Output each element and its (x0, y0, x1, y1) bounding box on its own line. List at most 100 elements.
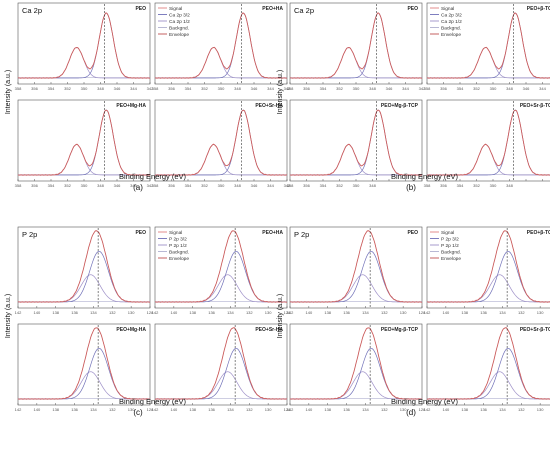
x-tick-label: 352 (201, 86, 208, 91)
chart-group-3: 142 140 138 136 134 132 130 128 PEO P 2p 142 140 138… (277, 226, 550, 417)
x-tick-label: 342 (419, 86, 426, 91)
x-axis-label: Binding Energy (eV) (391, 172, 459, 181)
x-tick-label: 136 (208, 310, 215, 315)
series-envelope (290, 327, 422, 400)
x-tick-label: 128 (147, 310, 154, 315)
panel-title: PEO+Mg-HA (116, 327, 146, 333)
panel: 142 140 138 136 134 132 130 128 PEO+Mg-β-TCP (287, 323, 426, 412)
x-tick-label: 348 (506, 86, 513, 91)
x-tick-label: 350 (81, 183, 88, 188)
chart-group-2: 142 140 138 136 134 132 130 128 PEO P 2p 142 140 138… (5, 226, 291, 417)
x-tick-label: 134 (227, 407, 234, 412)
x-tick-label: 130 (400, 407, 407, 412)
x-tick-label: 346 (251, 86, 258, 91)
series-envelope (18, 230, 150, 303)
x-tick-label: 358 (15, 86, 22, 91)
x-tick-label: 354 (48, 183, 55, 188)
panel-title: PEO+Sr-HA (255, 103, 283, 109)
x-tick-label: 356 (440, 86, 447, 91)
panel: 358 356 354 352 350 348 346 344 342 PEO+Mg-HA (15, 99, 154, 188)
legend-label: Signal (169, 230, 182, 236)
panel-title: PEO+Mg-β-TCP (381, 103, 419, 109)
x-tick-label: 136 (480, 407, 487, 412)
x-tick-label: 354 (185, 86, 192, 91)
legend-label: P 2p 1/2 (169, 243, 187, 249)
series-envelope (427, 327, 550, 400)
x-tick-label: 134 (227, 310, 234, 315)
legend-label: Backgnd. (169, 249, 189, 255)
x-tick-label: 350 (353, 183, 360, 188)
series-envelope (18, 109, 150, 176)
x-tick-label: 136 (480, 310, 487, 315)
panel-title: PEO (407, 6, 418, 12)
panel-frame (17, 2, 151, 85)
x-tick-label: 356 (440, 183, 447, 188)
x-tick-label: 142 (424, 407, 431, 412)
legend-label: Ca 2p 1/2 (441, 19, 462, 25)
series-envelope (290, 109, 422, 176)
x-tick-label: 140 (171, 310, 178, 315)
x-tick-label: 346 (114, 86, 121, 91)
panel-title: PEO+Mg-β-TCP (381, 327, 419, 333)
x-tick-label: 130 (537, 310, 544, 315)
legend-label: Envelope (441, 256, 461, 262)
x-tick-label: 134 (499, 407, 506, 412)
x-tick-label: 140 (34, 407, 41, 412)
legend-label: P 2p 3/2 (169, 236, 187, 242)
x-tick-label: 134 (362, 407, 369, 412)
x-tick-label: 128 (419, 407, 426, 412)
x-tick-label: 138 (324, 310, 331, 315)
x-tick-label: 130 (400, 310, 407, 315)
legend-label: Envelope (441, 32, 461, 38)
x-tick-label: 140 (443, 310, 450, 315)
series-envelope (155, 109, 287, 176)
x-tick-label: 140 (171, 407, 178, 412)
panel: 142 140 138 136 134 132 130 128 PEO+Mg-HA (15, 323, 154, 412)
x-tick-label: 342 (147, 183, 154, 188)
legend-label: P 2p 1/2 (441, 243, 459, 249)
x-tick-label: 136 (71, 310, 78, 315)
group-label: (b) (406, 183, 416, 192)
series-envelope (290, 12, 422, 79)
x-tick-label: 136 (71, 407, 78, 412)
x-tick-label: 138 (52, 407, 59, 412)
x-tick-label: 132 (518, 310, 525, 315)
x-tick-label: 358 (287, 183, 294, 188)
legend-label: Signal (169, 6, 182, 12)
x-tick-label: 130 (128, 310, 135, 315)
x-tick-label: 128 (284, 407, 291, 412)
x-tick-label: 342 (147, 86, 154, 91)
panel-title: PEO (135, 230, 146, 236)
x-tick-label: 130 (537, 407, 544, 412)
panel-title: PEO+Sr-HA (255, 327, 283, 333)
x-tick-label: 352 (64, 183, 71, 188)
x-tick-label: 346 (114, 183, 121, 188)
x-tick-label: 358 (424, 86, 431, 91)
x-tick-label: 344 (130, 183, 137, 188)
panel-title: PEO (407, 230, 418, 236)
x-tick-label: 128 (419, 310, 426, 315)
x-tick-label: 352 (336, 86, 343, 91)
legend-label: Signal (441, 6, 454, 12)
panel: 358 356 354 352 350 348 346 344 342PEO+HASignalC… (152, 2, 291, 91)
x-tick-label: 128 (147, 407, 154, 412)
x-tick-label: 356 (303, 183, 310, 188)
series-envelope (155, 327, 287, 400)
panel: 358356354352350348346344342PEO+β-TCPSign… (424, 2, 550, 91)
x-tick-label: 138 (461, 310, 468, 315)
x-tick-label: 142 (287, 310, 294, 315)
x-tick-label: 350 (81, 86, 88, 91)
x-tick-label: 354 (320, 86, 327, 91)
x-tick-label: 138 (189, 310, 196, 315)
series-envelope (155, 12, 287, 79)
x-tick-label: 350 (218, 183, 225, 188)
x-tick-label: 140 (443, 407, 450, 412)
panel-title: PEO+β-TCP (527, 230, 550, 236)
legend-label: Backgnd. (169, 25, 189, 31)
x-tick-label: 352 (473, 86, 480, 91)
legend-label: Envelope (169, 32, 189, 38)
panel: 358 356 354 352 350 348 PEO+Sr-β-TCP (424, 99, 550, 188)
